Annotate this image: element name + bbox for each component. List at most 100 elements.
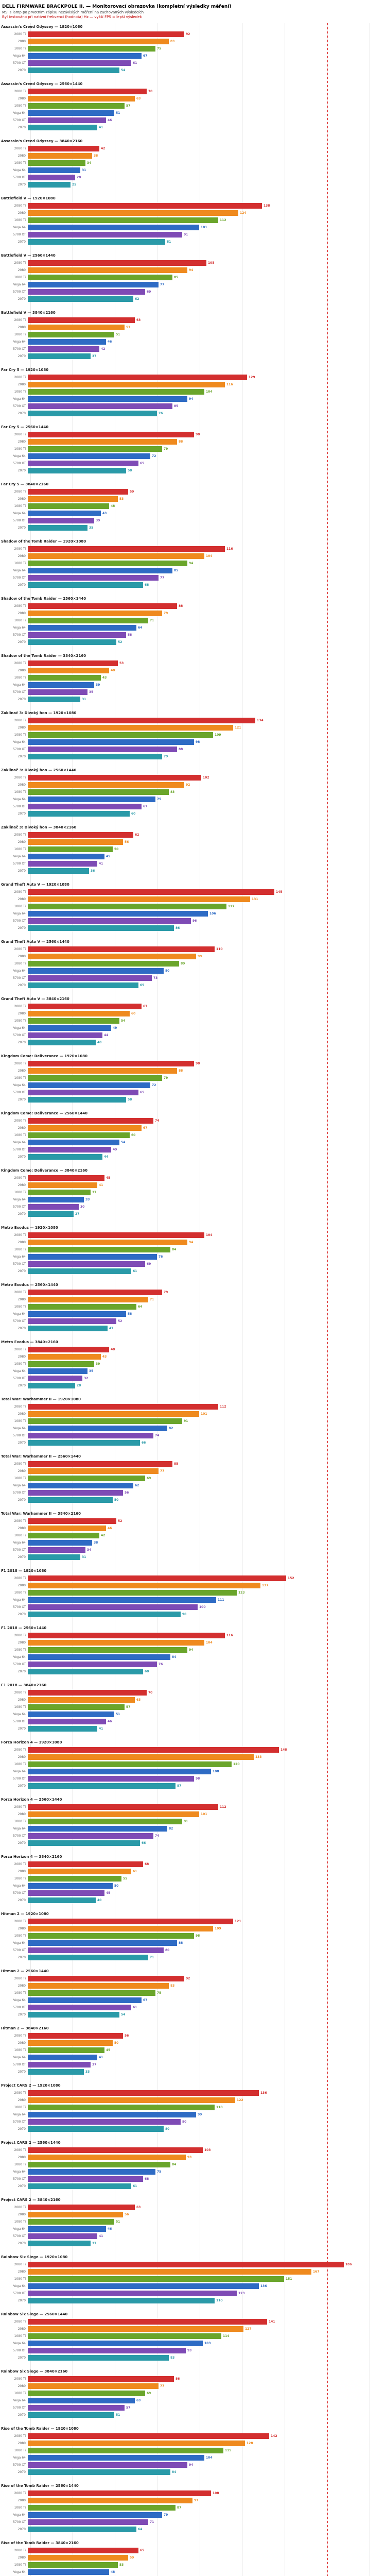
bar-label: 2080 Ti	[14, 2262, 26, 2266]
bar-value: 51	[116, 2413, 120, 2417]
bar	[28, 224, 199, 230]
bar	[28, 331, 114, 337]
bar	[28, 724, 233, 731]
bar-label: Vega 64	[13, 340, 26, 344]
bar-value: 42	[101, 1533, 106, 1537]
bar-row: 2080 Ti 63	[0, 316, 386, 324]
bar-value: 85	[174, 275, 179, 279]
bar-track: 136	[28, 2283, 386, 2289]
bar	[28, 1654, 170, 1660]
chart-group: Shadow of the Tomb Raider — 1920×1080 208…	[0, 538, 386, 595]
bar-track: 89	[28, 960, 386, 967]
bar-row: Vega 64 31	[0, 166, 386, 174]
bar-row: 2080 Ti 110	[0, 945, 386, 953]
bar-row: 2070 33	[0, 2068, 386, 2075]
bar	[28, 260, 206, 266]
bar-row: 1080 Ti 83	[0, 788, 386, 795]
bar-row: 5700 XT 42	[0, 345, 386, 352]
bar-label: 1080 Ti	[14, 961, 26, 965]
bar-track: 56	[28, 2032, 386, 2039]
bar-label: 1080 Ti	[14, 904, 26, 908]
bar	[28, 296, 133, 302]
bar	[28, 1718, 106, 1724]
group-label: Total War: Warhammer II — 3840×2160	[1, 1512, 81, 1516]
bar-track: 61	[28, 2004, 386, 2010]
bar-value: 77	[160, 575, 165, 580]
bar-track: 120	[28, 1761, 386, 1767]
bar-row: 2070 41	[0, 1725, 386, 1732]
bar-value: 104	[206, 389, 213, 394]
bar-track: 76	[28, 410, 386, 416]
bar-label: 5700 XT	[13, 1319, 26, 1323]
bar-value: 101	[201, 225, 207, 229]
bar-row: Vega 64 77	[0, 281, 386, 288]
bar-track: 151	[28, 2276, 386, 2282]
bar-track: 28	[28, 174, 386, 180]
chart-group: Metro Exodus — 1920×1080 2080 Ti 104 2080 94…	[0, 1224, 386, 1281]
bar-label: 5700 XT	[13, 1662, 26, 1666]
bar-label: 2070	[17, 2070, 26, 2074]
bar-track: 79	[28, 2512, 386, 2518]
bar	[28, 1010, 130, 1016]
bar-row: 5700 XT 68	[0, 2175, 386, 2182]
bar	[28, 346, 99, 352]
bar	[28, 1175, 104, 1181]
bar-row: 5700 XT 90	[0, 2118, 386, 2125]
bar-label: 1080 Ti	[14, 218, 26, 222]
bar-label: 2080 Ti	[14, 1576, 26, 1580]
group-label: Rainbow Six Siege — 2560×1440	[1, 2312, 68, 2316]
bar	[28, 1875, 121, 1882]
bar	[28, 1647, 187, 1653]
bar-value: 80	[165, 969, 170, 973]
bar-row: 1080 Ti 55	[0, 1875, 386, 1882]
bar	[28, 982, 138, 988]
bar-row: 2080 83	[0, 1982, 386, 1989]
bar-row: 2070 37	[0, 2240, 386, 2247]
bar	[28, 2340, 203, 2346]
chart-group: Shadow of the Tomb Raider — 2560×1440 208…	[0, 595, 386, 652]
bar-label: 5700 XT	[13, 861, 26, 866]
bar-label: 2070	[17, 354, 26, 358]
bar	[28, 1604, 198, 1610]
bar	[28, 1032, 102, 1038]
bar-track: 64	[28, 1303, 386, 1310]
group-label: Project CARS 2 — 1920×1080	[1, 2083, 61, 2088]
bar-row: 2080 Ti 67	[0, 1003, 386, 1010]
bar-label: 2080 Ti	[14, 318, 26, 322]
bar-value: 92	[186, 32, 190, 36]
bar	[28, 639, 116, 645]
bar-row: 5700 XT 93	[0, 2347, 386, 2354]
bar-label: Vega 64	[13, 2455, 26, 2460]
bar-value: 43	[102, 675, 107, 680]
bar-row: 2070 90	[0, 1611, 386, 1618]
group-label: F1 2018 — 3840×2160	[1, 1683, 47, 1687]
bar-value: 35	[89, 690, 94, 694]
bar-track: 67	[28, 1125, 386, 1131]
bar-value: 71	[150, 1297, 154, 1301]
bar-label: Vega 64	[13, 2112, 26, 2116]
bar-track: 35	[28, 1368, 386, 1374]
bar-track: 93	[28, 2347, 386, 2353]
bar-track: 83	[28, 2354, 386, 2361]
bar-value: 64	[138, 625, 143, 630]
bar	[28, 446, 162, 452]
bar-row: 5700 XT 91	[0, 231, 386, 238]
bar-track: 59	[28, 488, 386, 495]
bar-track: 58	[28, 1311, 386, 1317]
bar-value: 50	[114, 1884, 119, 1888]
bar-value: 63	[136, 2205, 141, 2209]
group-label: Battlefield V — 1920×1080	[1, 196, 56, 200]
bar-row: 2070 41	[0, 124, 386, 131]
group-label: Forza Horizon 4 — 1920×1080	[1, 1740, 62, 1744]
bar-track: 33	[28, 2069, 386, 2075]
bar-row: 2080 93	[0, 2154, 386, 2161]
bar-value: 40	[97, 1040, 102, 1044]
bar-track: 101	[28, 1811, 386, 1817]
bar-track: 152	[28, 1575, 386, 1581]
bar-value: 79	[164, 611, 168, 615]
chart-group: Assassin's Creed Odyssey — 3840×2160 2080…	[0, 138, 386, 195]
chart-group: Forza Horizon 4 — 1920×1080 2080 Ti 148 208…	[0, 1739, 386, 1796]
bar-value: 134	[257, 718, 264, 722]
bar-track: 50	[28, 1497, 386, 1503]
bar-label: 2070	[17, 1498, 26, 1502]
